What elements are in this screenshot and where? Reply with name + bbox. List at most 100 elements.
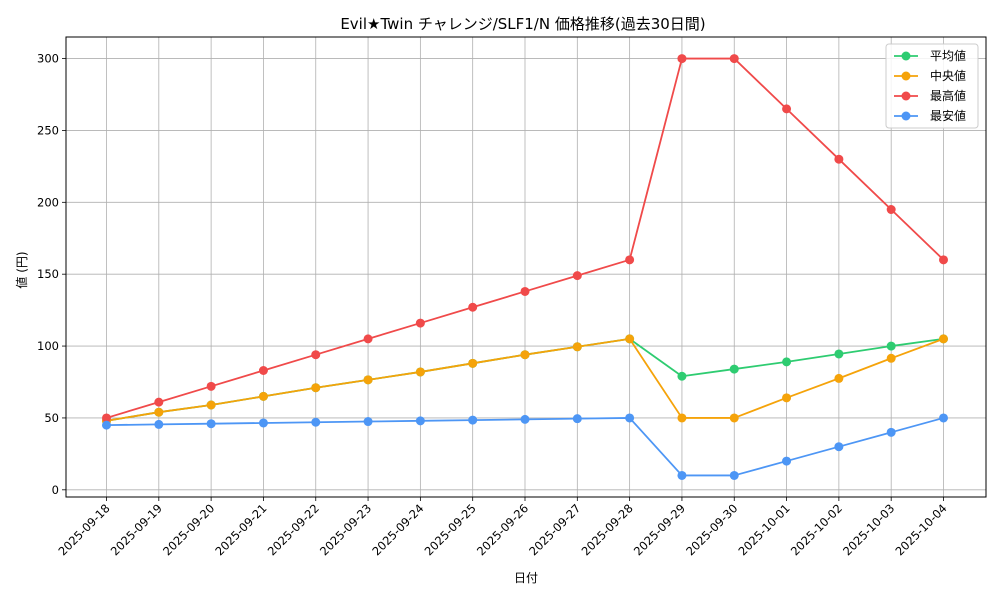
data-point — [258, 391, 268, 401]
data-point — [625, 334, 635, 344]
y-tick-label: 250 — [37, 123, 59, 137]
data-point — [939, 413, 948, 423]
x-tick-label: 2025-09-23 — [317, 501, 374, 558]
y-axis-ticks: 0 50 100 150 200 250 300 — [37, 52, 66, 497]
data-point — [520, 414, 530, 424]
data-point — [886, 341, 896, 351]
x-tick-label: 2025-09-29 — [631, 501, 688, 558]
data-point — [886, 427, 896, 437]
data-point — [572, 414, 582, 424]
data-point — [311, 417, 321, 427]
x-tick-label: 2025-09-25 — [422, 501, 479, 558]
data-point — [415, 318, 425, 328]
data-point — [154, 407, 164, 417]
data-point — [258, 418, 268, 428]
data-point — [939, 334, 948, 344]
data-point — [154, 419, 164, 429]
data-point — [572, 342, 582, 352]
y-tick-label: 150 — [37, 267, 59, 281]
legend-marker — [901, 111, 911, 121]
data-point — [677, 470, 687, 480]
data-point — [886, 205, 896, 214]
data-point — [886, 353, 896, 363]
data-point — [782, 456, 792, 466]
data-point — [834, 442, 844, 452]
x-tick-label: 2025-09-19 — [108, 501, 165, 558]
legend-item: 最高値 — [894, 88, 966, 103]
legend-box — [885, 43, 979, 129]
y-tick-label: 0 — [52, 483, 59, 497]
data-point — [154, 397, 164, 407]
data-point — [834, 349, 844, 359]
data-point — [206, 400, 216, 410]
legend-label: 平均値 — [930, 48, 966, 63]
series-layer — [102, 54, 948, 480]
data-point — [415, 367, 425, 377]
data-point — [939, 255, 948, 265]
legend-marker — [901, 91, 911, 101]
data-point — [782, 357, 792, 367]
data-point — [258, 366, 268, 375]
data-point — [625, 255, 635, 265]
chart-title: Evil★Twin チャレンジ/SLF1/N 価格推移(過去30日間) — [340, 15, 705, 33]
data-point — [782, 393, 792, 403]
data-point — [782, 104, 792, 114]
x-tick-label: 2025-09-28 — [579, 501, 636, 558]
data-point — [363, 375, 373, 385]
y-tick-label: 300 — [37, 52, 59, 66]
data-point — [729, 413, 739, 423]
data-point — [102, 420, 111, 430]
data-point — [415, 416, 425, 426]
plot-frame — [65, 36, 987, 498]
data-point — [468, 358, 478, 368]
x-tick-label: 2025-09-21 — [212, 501, 269, 558]
legend-label: 最高値 — [930, 88, 966, 103]
data-point — [729, 364, 739, 374]
legend-item: 中央値 — [894, 68, 966, 83]
x-axis-ticks: 2025-09-182025-09-192025-09-202025-09-21… — [55, 497, 950, 558]
y-tick-label: 200 — [37, 195, 59, 209]
y-tick-label: 100 — [37, 339, 59, 353]
x-tick-label: 2025-09-20 — [160, 501, 217, 558]
data-point — [729, 54, 739, 64]
series-中央値 — [102, 334, 948, 426]
x-tick-label: 2025-09-27 — [526, 501, 583, 558]
data-point — [206, 419, 216, 429]
y-axis-label: 値 (円) — [14, 251, 29, 288]
data-point — [677, 54, 687, 64]
data-point — [572, 271, 582, 281]
data-point — [520, 286, 530, 296]
legend-label: 中央値 — [930, 68, 966, 83]
data-point — [677, 413, 687, 423]
x-tick-label: 2025-10-04 — [892, 501, 949, 558]
data-point — [102, 413, 111, 423]
legend-marker — [901, 51, 911, 61]
x-tick-label: 2025-10-02 — [788, 501, 845, 558]
legend-label: 最安値 — [930, 108, 966, 123]
data-point — [363, 417, 373, 427]
x-tick-label: 2025-09-22 — [265, 501, 322, 558]
data-point — [468, 302, 478, 312]
data-point — [625, 413, 635, 423]
data-point — [834, 373, 844, 383]
data-point — [311, 350, 321, 360]
x-tick-label: 2025-10-03 — [840, 501, 897, 558]
data-point — [363, 334, 373, 344]
x-tick-label: 2025-09-18 — [55, 501, 112, 558]
y-tick-label: 50 — [44, 411, 59, 425]
x-tick-label: 2025-09-30 — [683, 501, 740, 558]
legend-item: 平均値 — [894, 48, 966, 63]
data-point — [206, 381, 216, 391]
grid-lines — [66, 37, 986, 497]
x-tick-label: 2025-09-26 — [474, 501, 531, 558]
data-point — [834, 154, 844, 164]
data-point — [520, 350, 530, 360]
series-最高値 — [102, 54, 948, 423]
legend-item: 最安値 — [894, 108, 966, 123]
legend-marker — [901, 71, 911, 81]
x-tick-label: 2025-09-24 — [369, 501, 426, 558]
data-point — [311, 383, 321, 393]
data-point — [468, 415, 478, 425]
